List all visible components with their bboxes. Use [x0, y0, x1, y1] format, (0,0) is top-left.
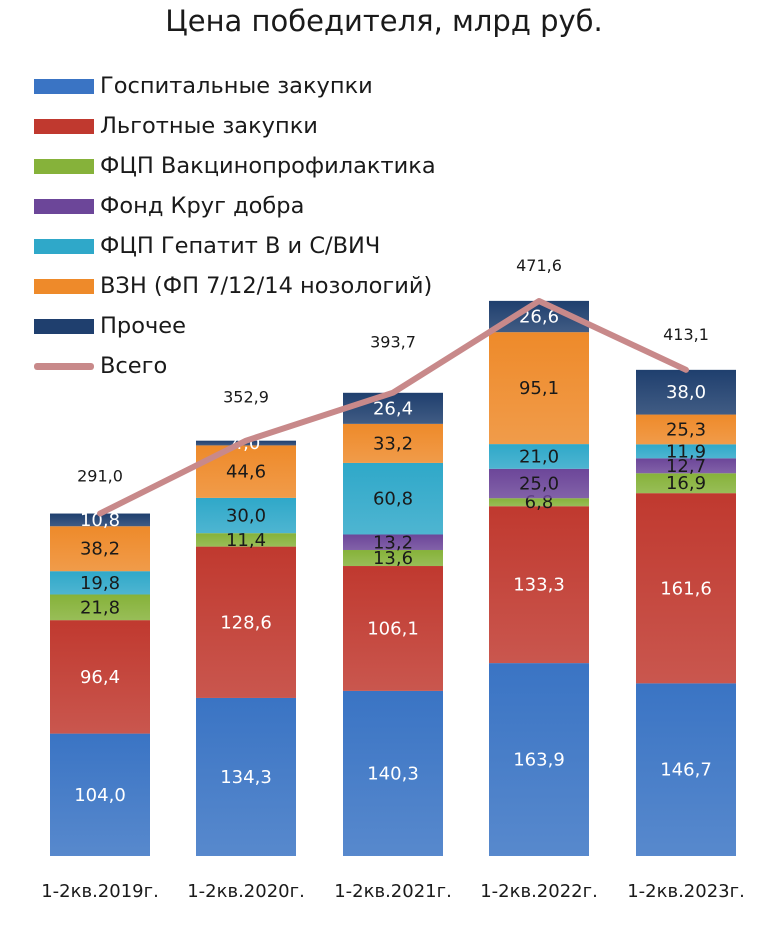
- legend-label: Всего: [100, 353, 168, 379]
- data-label: 60,8: [373, 489, 413, 510]
- data-label: 25,0: [519, 474, 559, 495]
- data-label: 16,9: [666, 473, 706, 494]
- x-tick-label: 1-2кв.2022г.: [480, 881, 598, 902]
- data-label: 30,0: [226, 506, 266, 527]
- legend-line-swatch: [34, 362, 94, 370]
- data-label: 13,2: [373, 532, 413, 553]
- data-label: 12,7: [666, 456, 706, 477]
- bar-segment: [50, 620, 150, 734]
- bar-segment: [196, 546, 296, 698]
- legend-item: ФЦП Вакцинопрофилактика: [34, 146, 436, 186]
- bar-segment: [636, 683, 736, 856]
- data-label: 140,3: [367, 763, 419, 784]
- chart-legend: Госпитальные закупки Льготные закупки ФЦП …: [34, 66, 436, 386]
- total-label: 413,1: [663, 325, 709, 344]
- data-label: 44,6: [226, 462, 266, 483]
- bar-segment: [636, 473, 736, 494]
- data-label: 161,6: [660, 578, 712, 599]
- data-label: 146,7: [660, 760, 712, 781]
- legend-label: Прочее: [100, 313, 186, 339]
- data-label: 21,0: [519, 446, 559, 467]
- data-label: 95,1: [519, 378, 559, 399]
- data-label: 96,4: [80, 667, 120, 688]
- legend-swatch: [34, 238, 94, 254]
- bar-segment: [50, 571, 150, 595]
- bar-segment: [343, 550, 443, 567]
- legend-swatch: [34, 318, 94, 334]
- bar-segment: [343, 534, 443, 551]
- bar-segment: [489, 468, 589, 499]
- total-line: [97, 298, 689, 517]
- bar-segment: [343, 566, 443, 691]
- legend-item: ФЦП Гепатит В и С/ВИЧ: [34, 226, 436, 266]
- data-label: 38,0: [666, 382, 706, 403]
- bar-segment: [343, 423, 443, 463]
- bar-segment: [196, 533, 296, 547]
- data-label: 11,4: [226, 530, 266, 551]
- total-label: 291,0: [77, 467, 123, 486]
- legend-label: ВЗН (ФП 7/12/14 нозологий): [100, 273, 433, 299]
- data-label: 38,2: [80, 539, 120, 560]
- bar-segment: [343, 690, 443, 856]
- legend-label: Льготные закупки: [100, 113, 318, 139]
- total-label: 393,7: [370, 333, 416, 352]
- legend-label: ФЦП Вакцинопрофилактика: [100, 153, 436, 179]
- legend-item: ВЗН (ФП 7/12/14 нозологий): [34, 266, 436, 306]
- data-label: 104,0: [74, 785, 126, 806]
- data-label: 11,9: [666, 441, 706, 462]
- legend-swatch: [34, 118, 94, 134]
- bar-segment: [489, 663, 589, 856]
- legend-item: Льготные закупки: [34, 106, 436, 146]
- bar-segment: [196, 697, 296, 856]
- bar-segment: [489, 444, 589, 469]
- legend-item: Прочее: [34, 306, 436, 346]
- data-label: 26,4: [373, 398, 413, 419]
- bar-segment: [636, 458, 736, 474]
- x-tick-label: 1-2кв.2019г.: [41, 881, 159, 902]
- x-tick-label: 1-2кв.2020г.: [187, 881, 305, 902]
- legend-label: Фонд Круг добра: [100, 193, 305, 219]
- legend-label: Госпитальные закупки: [100, 73, 373, 99]
- total-label: 471,6: [516, 256, 562, 275]
- bar-segment: [50, 526, 150, 572]
- bar-segment: [489, 498, 589, 507]
- data-label: 133,3: [513, 575, 565, 596]
- bar-segment: [50, 513, 150, 527]
- bar-segment: [489, 506, 589, 664]
- bar-segment: [636, 414, 736, 445]
- chart-title: Цена победителя, млрд руб.: [165, 4, 603, 38]
- bar-segment: [343, 392, 443, 424]
- data-label: 33,2: [373, 433, 413, 454]
- data-label: 26,6: [519, 307, 559, 328]
- data-label: 13,6: [373, 548, 413, 569]
- data-label: 134,3: [220, 767, 272, 788]
- data-label: 10,8: [80, 510, 120, 531]
- bar-segment: [343, 462, 443, 535]
- legend-item: Фонд Круг добра: [34, 186, 436, 226]
- bar-segment: [636, 369, 736, 415]
- data-label: 21,8: [80, 597, 120, 618]
- data-label: 25,3: [666, 419, 706, 440]
- data-label: 163,9: [513, 750, 565, 771]
- legend-item: Госпитальные закупки: [34, 66, 436, 106]
- total-label: 352,9: [223, 388, 269, 407]
- bar-segment: [50, 733, 150, 856]
- data-label: 106,1: [367, 618, 419, 639]
- bar-segment: [636, 444, 736, 459]
- bar-segment: [196, 497, 296, 534]
- bar-segment: [50, 594, 150, 621]
- bar-segment: [489, 332, 589, 445]
- legend-swatch: [34, 198, 94, 214]
- x-tick-label: 1-2кв.2021г.: [334, 881, 452, 902]
- legend-swatch: [34, 278, 94, 294]
- legend-swatch: [34, 158, 94, 174]
- data-label: 128,6: [220, 612, 272, 633]
- legend-swatch: [34, 78, 94, 94]
- bar-segment: [636, 493, 736, 684]
- legend-item: Всего: [34, 346, 436, 386]
- legend-label: ФЦП Гепатит В и С/ВИЧ: [100, 233, 381, 259]
- x-tick-label: 1-2кв.2023г.: [627, 881, 745, 902]
- data-label: 19,8: [80, 573, 120, 594]
